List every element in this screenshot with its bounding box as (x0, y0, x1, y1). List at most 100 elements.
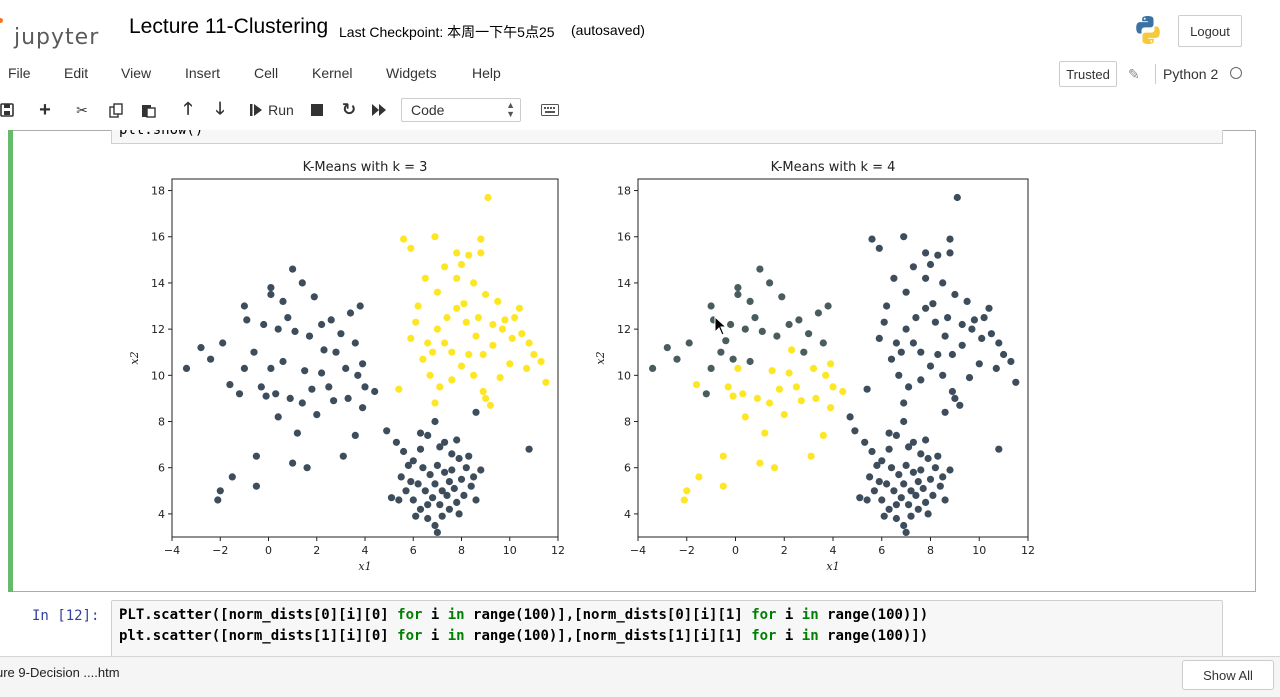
y-tick-label: 4 (158, 508, 165, 521)
scatter-point-cluster-0 (228, 473, 236, 481)
paste-icon[interactable] (139, 98, 157, 122)
previous-cell-input[interactable]: plt.show() (111, 130, 1223, 144)
scatter-point-cluster-0 (351, 339, 359, 347)
scatter-point-cluster-1 (819, 431, 827, 439)
scatter-point-cluster-2 (416, 445, 425, 453)
scatter-point-cluster-2 (948, 387, 957, 396)
interrupt-stop-icon[interactable] (310, 98, 324, 122)
menu-kernel[interactable]: Kernel (312, 65, 353, 81)
scatter-point-cluster-3 (926, 475, 935, 483)
code-keyword: in (801, 628, 819, 644)
scatter-point-cluster-0 (197, 344, 205, 352)
scatter-point-cluster-3 (934, 452, 942, 460)
scatter-point-cluster-1 (761, 429, 769, 437)
copy-icon[interactable] (107, 98, 125, 122)
notebook-title[interactable]: Lecture 11-Clustering (129, 15, 329, 38)
cell-type-select[interactable]: Code ▲ ▼ (401, 98, 521, 122)
scatter-point-cluster-2 (1007, 357, 1015, 366)
x-tick-label: −2 (212, 544, 228, 557)
scatter-point-cluster-1 (424, 339, 432, 347)
restart-run-all-icon[interactable] (370, 98, 388, 122)
scatter-point-cluster-1 (419, 355, 427, 363)
scatter-point-cluster-1 (426, 371, 434, 379)
code-text: i (776, 607, 802, 623)
scatter-point-cluster-2 (868, 235, 876, 243)
scatter-point-cluster-2 (931, 318, 940, 326)
trusted-indicator[interactable]: Trusted (1059, 61, 1117, 87)
menu-help[interactable]: Help (472, 65, 501, 81)
scatter-point-cluster-2 (436, 501, 444, 509)
last-checkpoint: Last Checkpoint: 本周一下午5点25 (339, 24, 555, 40)
scatter-point-cluster-1 (523, 364, 531, 372)
scatter-point-cluster-3 (885, 445, 893, 453)
notebook-header: jupyter Lecture 11-Clustering Last Check… (0, 0, 1280, 58)
scatter-point-cluster-2 (946, 235, 954, 243)
autosave-status: (autosaved) (571, 22, 645, 38)
scatter-point-cluster-2 (416, 505, 425, 513)
scatter-point-cluster-0 (342, 364, 350, 372)
scatter-point-cluster-3 (917, 450, 925, 458)
menu-edit[interactable]: Edit (64, 65, 89, 81)
run-button[interactable]: Run (248, 98, 296, 122)
scatter-point-cluster-0 (252, 482, 260, 490)
scatter-point-cluster-3 (885, 429, 893, 437)
x-tick-label: −2 (679, 544, 695, 557)
scatter-point-cluster-2 (445, 505, 453, 513)
y-axis-label: x2 (128, 351, 141, 364)
scatter-point-cluster-1 (479, 387, 487, 396)
code-text: range(100)],[norm_dists[1][i][1] (464, 628, 752, 644)
scatter-point-cluster-1 (775, 385, 784, 393)
input-prompt: In [12]: (32, 608, 100, 624)
scatter-point-cluster-2 (448, 466, 456, 474)
menu-file[interactable]: File (8, 65, 31, 81)
scatter-point-cluster-1 (460, 300, 468, 308)
scatter-point-cluster-1 (489, 341, 497, 349)
scatter-point-cluster-3 (875, 478, 883, 486)
scatter-point-cluster-0 (243, 316, 251, 324)
command-palette-keyboard-icon[interactable] (540, 98, 560, 122)
scatter-point-cluster-3 (900, 480, 908, 488)
scatter-point-cluster-3 (941, 408, 949, 416)
download-item[interactable]: ure 9-Decision ....htm (0, 665, 120, 680)
scatter-point-cluster-2 (402, 487, 410, 495)
move-down-arrow-icon[interactable]: 🡓 (215, 98, 225, 118)
x-axis-label: x1 (826, 560, 839, 573)
scatter-point-cluster-1 (719, 452, 727, 460)
scatter-point-cluster-0 (722, 337, 730, 345)
code-cell-input[interactable]: PLT.scatter([norm_dists[0][i][0] for i i… (111, 600, 1223, 658)
scatter-point-cluster-2 (433, 528, 441, 536)
x-tick-label: 12 (1021, 544, 1035, 557)
logout-button[interactable]: Logout (1178, 15, 1242, 47)
show-all-downloads-button[interactable]: Show All (1182, 660, 1274, 690)
cut-scissors-icon[interactable]: ✂ (76, 101, 88, 118)
scatter-point-cluster-2 (455, 454, 463, 463)
scatter-point-cluster-1 (680, 496, 688, 504)
menu-view[interactable]: View (121, 65, 152, 81)
scatter-point-cluster-2 (477, 466, 485, 474)
kmeans-k4-plot: K-Means with k = 4 −4 −2 0 2 4 6 8 10 12 4 6 8 10 12 14… (594, 160, 1035, 573)
scatter-point-cluster-1 (788, 346, 796, 354)
scatter-point-cluster-1 (431, 399, 439, 407)
insert-cell-plus-icon[interactable]: + (39, 98, 51, 121)
scatter-point-cluster-1 (734, 364, 742, 372)
save-icon[interactable] (0, 98, 14, 122)
menu-widgets[interactable]: Widgets (386, 65, 437, 81)
menu-insert[interactable]: Insert (185, 65, 221, 81)
scatter-point-cluster-2 (890, 274, 898, 282)
jupyter-logo[interactable]: jupyter (0, 10, 116, 50)
scatter-point-cluster-0 (746, 357, 754, 366)
scatter-point-cluster-1 (515, 304, 523, 312)
browser-download-bar (0, 656, 1280, 697)
menu-cell[interactable]: Cell (254, 65, 279, 81)
restart-kernel-icon[interactable]: ↻ (341, 100, 357, 119)
scatter-point-cluster-0 (346, 309, 355, 317)
scatter-point-cluster-1 (486, 401, 494, 409)
kernel-name[interactable]: Python 2 (1163, 66, 1219, 82)
scatter-point-cluster-2 (875, 244, 883, 252)
scatter-point-cluster-3 (914, 478, 922, 486)
scatter-point-cluster-2 (944, 314, 952, 322)
scatter-point-cluster-0 (819, 339, 827, 347)
scatter-point-cluster-0 (756, 265, 764, 273)
move-up-arrow-icon[interactable]: 🡑 (183, 98, 193, 118)
y-tick-label: 8 (624, 416, 631, 429)
